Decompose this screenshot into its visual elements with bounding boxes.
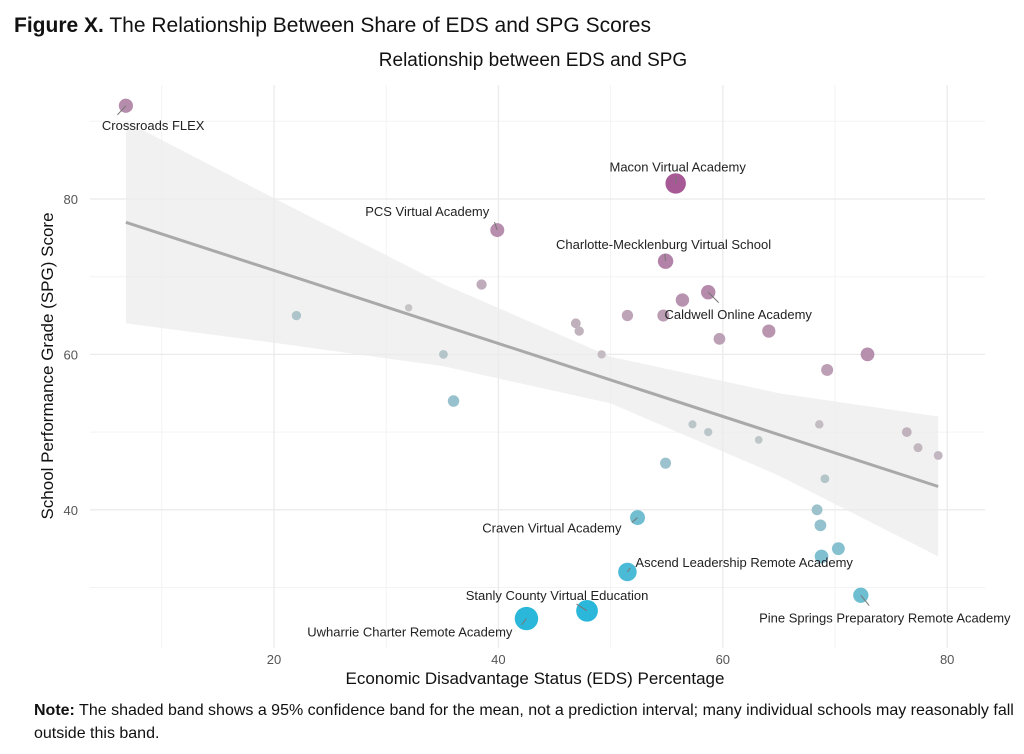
label-leader-line	[576, 603, 588, 612]
data-point	[597, 350, 606, 359]
point-label: Uwharrie Charter Remote Academy	[307, 625, 513, 640]
label-leader-line	[494, 221, 498, 231]
regression-line	[125, 220, 939, 488]
x-tick-label: 60	[716, 652, 730, 667]
data-point	[913, 443, 923, 453]
data-point	[814, 549, 829, 564]
data-point	[704, 427, 713, 437]
y-tick-label: 80	[64, 192, 78, 207]
data-point	[570, 318, 581, 329]
data-point	[657, 309, 670, 322]
chart-title: Relationship between EDS and SPG	[379, 50, 687, 71]
data-point	[762, 324, 776, 338]
trend-line	[125, 220, 939, 488]
y-axis-label: School Performance Grade (SPG) Score	[38, 212, 57, 519]
label-leader-line	[521, 618, 527, 626]
data-point	[404, 304, 413, 312]
note-text: The shaded band shows a 95% confidence b…	[34, 702, 1014, 742]
data-point	[439, 350, 448, 359]
data-point	[447, 395, 460, 407]
point-label: Crossroads FLEX	[102, 118, 205, 133]
data-point	[811, 504, 823, 516]
data-point	[660, 457, 672, 469]
data-point	[814, 519, 827, 532]
figure-label: Figure X.	[14, 14, 104, 37]
data-point	[831, 542, 845, 556]
y-tick-label: 40	[64, 503, 78, 518]
data-point	[860, 347, 875, 362]
data-point	[933, 450, 943, 460]
data-point	[621, 309, 634, 322]
note-label: Note:	[34, 702, 75, 719]
axes: 20 40 60 80 40 60 80	[64, 192, 955, 667]
label-leader-line	[627, 567, 631, 573]
x-tick-label: 40	[491, 652, 505, 667]
label-leader-line	[707, 291, 720, 303]
data-point	[618, 562, 637, 582]
data-point	[514, 606, 539, 631]
x-tick-label: 20	[267, 652, 281, 667]
data-point	[476, 279, 487, 290]
point-label: Pine Springs Preparatory Remote Academy	[759, 610, 1011, 625]
x-axis-label: Economic Disadvantage Status (EDS) Perce…	[346, 669, 725, 688]
point-label: Caldwell Online Academy	[665, 307, 813, 322]
data-point	[688, 420, 697, 429]
data-point	[815, 420, 824, 429]
data-point	[713, 332, 726, 345]
data-point	[820, 474, 830, 484]
point-label: Craven Virtual Academy	[482, 521, 622, 536]
label-leader-line	[860, 594, 870, 606]
note: Note: The shaded band shows a 95% confid…	[34, 699, 1014, 745]
y-tick-label: 60	[64, 347, 78, 362]
label-leader-line	[631, 517, 638, 523]
figure-title: Figure X. The Relationship Between Share…	[14, 14, 651, 38]
point-label: Ascend Leadership Remote Academy	[635, 555, 853, 570]
point-labels: Crossroads FLEX Macon Virtual Academy PCS …	[102, 105, 1011, 640]
label-leader-line	[117, 105, 127, 116]
point-label: PCS Virtual Academy	[365, 204, 490, 219]
label-leader-line	[664, 253, 667, 262]
data-point	[901, 427, 912, 437]
label-leader-line	[675, 176, 677, 184]
confidence-band	[125, 121, 939, 557]
data-point	[754, 436, 763, 444]
data-point	[574, 326, 584, 336]
point-label: Macon Virtual Academy	[610, 159, 747, 174]
data-point	[675, 293, 690, 307]
point-label: Charlotte-Mecklenburg Virtual School	[556, 237, 771, 252]
confidence-band-area	[125, 121, 939, 557]
figure-title-text: The Relationship Between Share of EDS an…	[109, 14, 651, 37]
data-point	[821, 363, 834, 376]
x-tick-label: 80	[940, 652, 954, 667]
point-label: Stanly County Virtual Education	[466, 588, 649, 603]
data-point	[291, 310, 302, 321]
data-point	[490, 223, 505, 238]
